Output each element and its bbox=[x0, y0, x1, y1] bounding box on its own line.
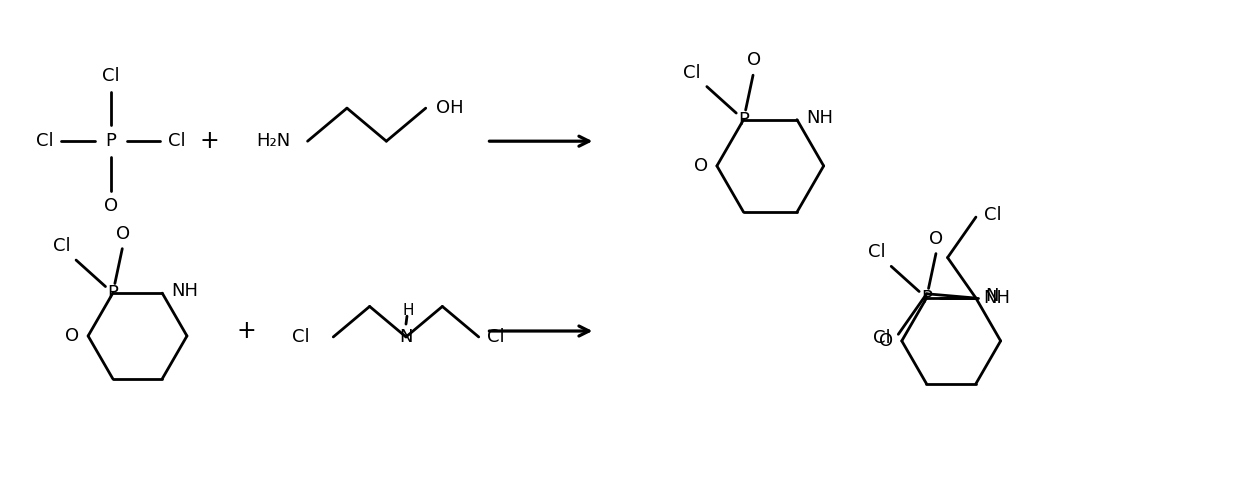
Text: N: N bbox=[399, 328, 413, 346]
Text: H₂N: H₂N bbox=[257, 132, 290, 150]
Text: Cl: Cl bbox=[102, 67, 119, 85]
Text: +: + bbox=[200, 129, 219, 153]
Text: P: P bbox=[105, 132, 117, 150]
Text: P: P bbox=[921, 289, 932, 307]
Text: P: P bbox=[738, 111, 749, 129]
Text: O: O bbox=[929, 230, 942, 248]
Text: N: N bbox=[985, 287, 998, 305]
Text: P: P bbox=[108, 284, 118, 302]
Text: Cl: Cl bbox=[291, 328, 310, 346]
Text: O: O bbox=[879, 332, 893, 350]
Text: Cl: Cl bbox=[169, 132, 186, 150]
Text: Cl: Cl bbox=[983, 206, 1002, 224]
Text: O: O bbox=[104, 197, 118, 216]
Text: O: O bbox=[64, 327, 79, 345]
Text: Cl: Cl bbox=[486, 328, 505, 346]
Text: Cl: Cl bbox=[683, 64, 701, 82]
Text: Cl: Cl bbox=[52, 237, 71, 255]
Text: +: + bbox=[237, 319, 257, 343]
Text: H: H bbox=[402, 303, 414, 318]
Text: Cl: Cl bbox=[36, 132, 53, 150]
Text: O: O bbox=[746, 51, 761, 70]
Text: OH: OH bbox=[435, 99, 464, 117]
Text: O: O bbox=[117, 225, 130, 243]
Text: Cl: Cl bbox=[873, 329, 890, 347]
Text: NH: NH bbox=[171, 282, 198, 300]
Text: Cl: Cl bbox=[868, 244, 885, 262]
Text: O: O bbox=[694, 157, 708, 175]
Text: NH: NH bbox=[806, 109, 833, 127]
Text: NH: NH bbox=[983, 289, 1009, 307]
